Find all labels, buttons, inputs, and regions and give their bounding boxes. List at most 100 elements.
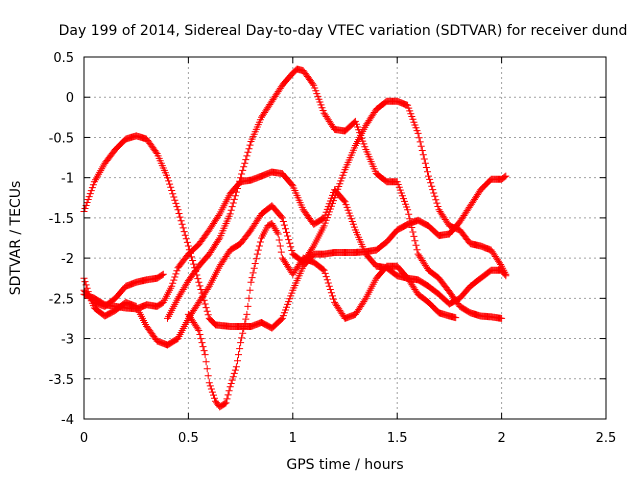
data-point <box>88 184 96 192</box>
data-point <box>278 214 286 222</box>
y-tick-label: -4 <box>61 413 74 428</box>
data-point <box>246 141 254 149</box>
data-point <box>288 181 296 188</box>
data-point <box>309 244 317 252</box>
data-point <box>321 269 329 277</box>
x-axis-title: GPS time / hours <box>286 457 403 473</box>
x-tick-label: 1 <box>289 431 297 446</box>
data-point <box>85 193 93 201</box>
data-point <box>432 196 440 204</box>
data-point <box>215 212 223 219</box>
data-point <box>179 286 187 293</box>
data-point <box>228 376 236 384</box>
data-point <box>411 237 419 245</box>
data-point <box>280 221 288 229</box>
data-point <box>234 357 241 365</box>
data-point <box>170 193 178 201</box>
y-tick-label: 0 <box>66 91 74 106</box>
x-tick-label: 0.5 <box>178 431 199 446</box>
data-point <box>229 373 237 381</box>
y-tick-label: -2 <box>61 252 74 267</box>
data-point <box>249 269 257 277</box>
data-point <box>197 335 205 343</box>
y-tick-label: -2.5 <box>49 292 74 307</box>
data-point <box>409 228 417 236</box>
data-point <box>429 186 437 194</box>
y-tick-label: -1.5 <box>49 212 74 227</box>
data-point <box>196 282 204 290</box>
data-point <box>173 203 181 211</box>
data-point <box>189 257 197 264</box>
data-point <box>182 280 190 288</box>
data-point <box>174 206 182 214</box>
data-point <box>339 171 347 179</box>
data-point <box>173 267 181 275</box>
data-point <box>237 339 245 347</box>
data-point <box>183 238 191 246</box>
data-point <box>84 196 92 203</box>
data-point <box>286 239 294 247</box>
data-point <box>238 170 246 178</box>
x-tick-label: 2.5 <box>596 431 617 446</box>
data-point <box>210 391 217 399</box>
data-point <box>408 224 416 231</box>
data-point <box>407 219 415 227</box>
data-point <box>171 273 179 281</box>
data-point <box>247 278 255 286</box>
y-tick-label: 0.5 <box>53 51 74 66</box>
data-point <box>242 315 250 323</box>
data-point <box>158 271 166 279</box>
data-point <box>195 327 203 334</box>
data-point <box>238 334 246 342</box>
data-point <box>211 394 218 402</box>
data-point <box>330 295 337 303</box>
data-point <box>245 145 253 153</box>
data-point <box>201 300 209 308</box>
data-point <box>250 264 258 272</box>
data-point <box>167 183 175 191</box>
data-point <box>279 218 287 225</box>
data-point <box>416 138 424 146</box>
data-point <box>239 166 247 174</box>
data-point <box>235 181 242 189</box>
data-point <box>227 380 235 387</box>
data-point <box>207 385 215 393</box>
data-point <box>184 242 192 250</box>
data-point <box>200 347 208 355</box>
data-point <box>98 165 106 173</box>
data-point <box>230 195 238 203</box>
data-point <box>327 289 335 297</box>
data-point <box>242 156 250 164</box>
data-point <box>325 208 333 216</box>
data-point <box>412 241 420 249</box>
data-point <box>244 302 252 310</box>
series-layer <box>80 65 510 411</box>
data-point <box>422 164 430 171</box>
data-point <box>282 225 289 233</box>
data-point <box>419 151 427 159</box>
data-point <box>204 372 212 380</box>
data-point <box>497 261 505 268</box>
data-point <box>501 173 509 181</box>
data-point <box>169 279 177 287</box>
data-point <box>322 273 330 281</box>
data-point <box>94 172 102 180</box>
data-point <box>236 177 244 185</box>
data-point <box>316 98 324 106</box>
data-point <box>180 228 188 236</box>
data-point <box>277 213 285 221</box>
data-point <box>221 400 229 408</box>
data-point <box>325 282 333 290</box>
data-point <box>358 134 366 142</box>
data-point <box>224 391 232 399</box>
data-point <box>287 243 295 251</box>
data-point <box>361 296 369 304</box>
data-point <box>230 369 238 377</box>
data-point <box>417 142 425 150</box>
x-tick-label: 1.5 <box>387 431 408 446</box>
data-point <box>182 235 190 243</box>
data-point <box>229 199 237 207</box>
data-point <box>415 134 423 142</box>
data-point <box>502 270 510 278</box>
